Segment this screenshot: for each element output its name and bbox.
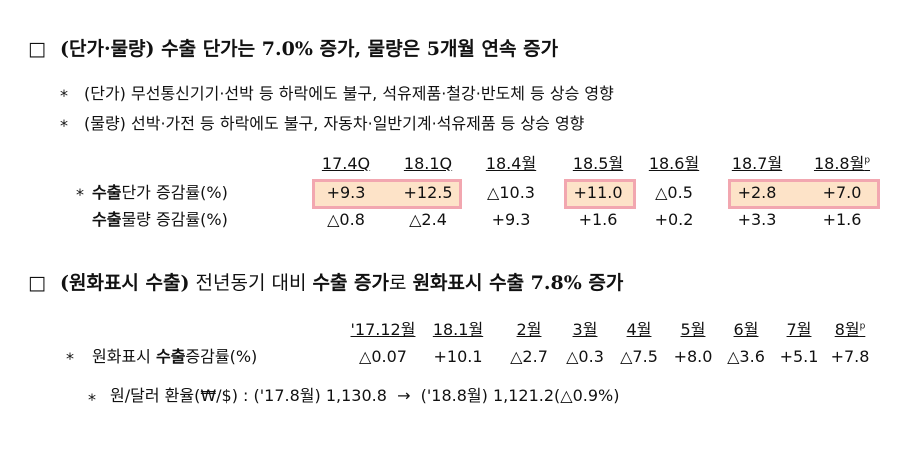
note: (물량) 선박·가전 등 하락에도 불구, 자동차·일반기계·석유제품 등 상승… — [84, 114, 585, 133]
box-marker: □ — [28, 272, 46, 294]
bullet: * — [66, 349, 74, 368]
prelim-mark: p — [859, 321, 866, 332]
column-header: 5월 — [681, 322, 706, 338]
column-label: 18.1Q — [403, 154, 453, 173]
column-header: 17.4Q — [322, 156, 370, 172]
cell: +2.8 — [737, 183, 777, 202]
bullet: * — [76, 185, 84, 204]
bullet: * — [88, 390, 96, 409]
column-label: 17.4Q — [321, 154, 371, 173]
column-header: 6월 — [734, 322, 759, 338]
cell: △0.3 — [566, 347, 604, 366]
column-header: 3월 — [573, 322, 598, 338]
column-label: '17.12월 — [350, 320, 416, 339]
column-header: 18.1Q — [404, 156, 452, 172]
row-label: 원화표시 수출증감률(%) — [92, 349, 257, 365]
cell: +3.3 — [737, 210, 777, 229]
cell: +1.6 — [578, 210, 618, 229]
text-part: (단가·물량) 수출 단가는 7.0% 증가, 물량은 5개월 연속 증가 — [60, 38, 559, 60]
column-header: 18.4월 — [486, 156, 536, 172]
column-label: 5월 — [680, 320, 706, 339]
text-part: 증감률(%) — [185, 347, 258, 366]
bullet: * — [60, 116, 68, 135]
note: (단가) 무선통신기기·선박 등 하락에도 불구, 석유제품·철강·반도체 등 … — [84, 84, 614, 103]
column-header: 7월 — [787, 322, 812, 338]
column-label: 18.6월 — [648, 154, 700, 173]
column-label: 6월 — [733, 320, 759, 339]
cell: +10.1 — [433, 347, 483, 366]
cell: +9.3 — [491, 210, 531, 229]
column-header: 18.7월 — [732, 156, 782, 172]
cell: +12.5 — [403, 183, 453, 202]
cell: +11.0 — [573, 183, 623, 202]
cell: △10.3 — [487, 183, 535, 202]
heading: (단가·물량) 수출 단가는 7.0% 증가, 물량은 5개월 연속 증가 — [60, 40, 558, 59]
cell: △0.5 — [655, 183, 693, 202]
column-label: 18.5월 — [572, 154, 624, 173]
column-header: 18.8월p — [814, 156, 870, 172]
cell: △2.7 — [510, 347, 548, 366]
cell: +7.0 — [822, 183, 862, 202]
text-part: 원화표시 — [92, 347, 156, 366]
column-header: 18.5월 — [573, 156, 623, 172]
column-label: 3월 — [572, 320, 598, 339]
note: 원/달러 환율(₩/$) : ('17.8월) 1,130.8 → ('18.8… — [110, 386, 620, 405]
column-header: 8월p — [835, 322, 866, 338]
text-part: 단가 증감률(%) — [121, 183, 228, 202]
bullet: * — [60, 86, 68, 105]
text-part: 수출 — [92, 183, 122, 202]
column-label: 18.7월 — [731, 154, 783, 173]
cell: +9.3 — [326, 183, 366, 202]
text-part: 물량 증감률(%) — [121, 210, 228, 229]
cell: +5.1 — [779, 347, 819, 366]
cell: △2.4 — [409, 210, 447, 229]
column-label: 18.8월 — [813, 154, 865, 173]
row-label: 수출단가 증감률(%) — [92, 185, 228, 201]
cell: △3.6 — [727, 347, 765, 366]
cell: +0.2 — [654, 210, 694, 229]
text-part: (원화표시 수출) — [60, 272, 190, 294]
column-header: 2월 — [517, 322, 542, 338]
column-header: 18.1월 — [433, 322, 483, 338]
row-label: 수출물량 증감률(%) — [92, 212, 228, 228]
text-part: 로 — [389, 272, 413, 294]
cell: +8.0 — [673, 347, 713, 366]
cell: △7.5 — [620, 347, 658, 366]
heading: (원화표시 수출) 전년동기 대비 수출 증가로 원화표시 수출 7.8% 증가 — [60, 274, 623, 293]
prelim-mark: p — [864, 155, 871, 166]
column-header: 18.6월 — [649, 156, 699, 172]
highlight — [728, 179, 880, 209]
text-part: 원화표시 수출 7.8% 증가 — [412, 272, 624, 294]
cell: +1.6 — [822, 210, 862, 229]
cell: +7.8 — [830, 347, 870, 366]
column-label: 7월 — [786, 320, 812, 339]
column-label: 4월 — [626, 320, 652, 339]
text-part: 수출 — [155, 347, 186, 366]
column-label: 18.1월 — [432, 320, 484, 339]
column-header: '17.12월 — [351, 322, 416, 338]
box-marker: □ — [28, 38, 46, 60]
text-part: 수출 — [92, 210, 122, 229]
column-header: 4월 — [627, 322, 652, 338]
highlight — [312, 179, 462, 209]
highlight — [564, 179, 636, 209]
text-part: 전년동기 대비 — [189, 272, 313, 294]
column-label: 2월 — [516, 320, 542, 339]
cell: △0.07 — [359, 347, 407, 366]
column-label: 18.4월 — [485, 154, 537, 173]
cell: △0.8 — [327, 210, 365, 229]
column-label: 8월 — [834, 320, 860, 339]
text-part: 수출 증가 — [312, 272, 390, 294]
